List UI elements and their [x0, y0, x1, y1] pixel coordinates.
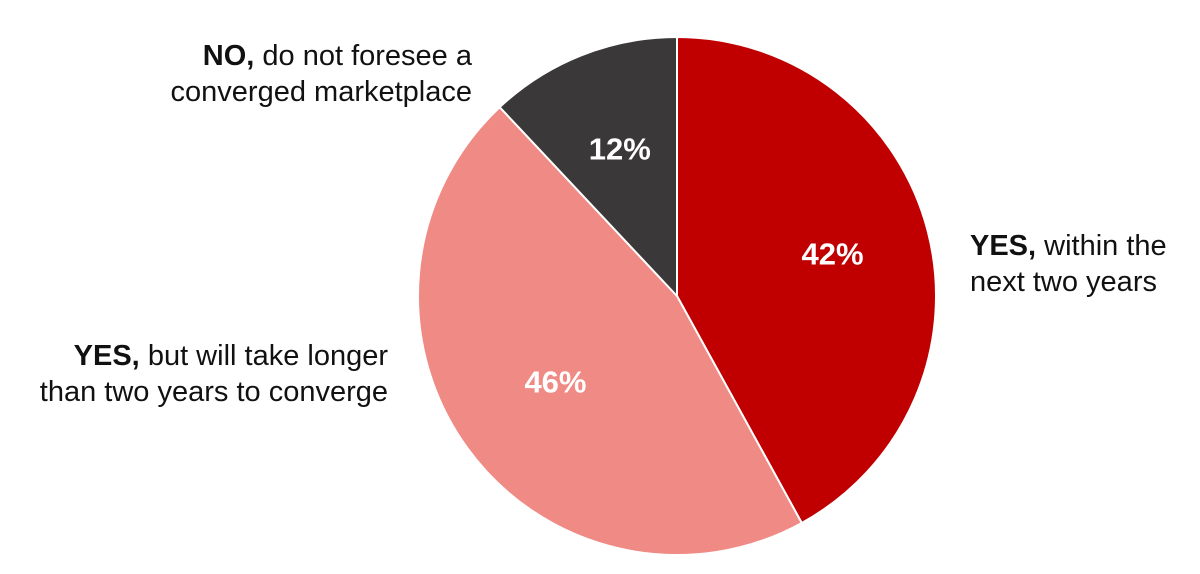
pie-slice-no [498, 35, 678, 299]
slice-label-no-line2: converged marketplace [170, 76, 472, 108]
slice-label-no-bold: NO, [202, 40, 255, 72]
pie-value-labels: 42% 46% 12% [524, 132, 863, 400]
slice-label-yes-longer: YES, but will take longer than two years… [20, 338, 388, 410]
slice-label-yes-long-line2: than two years to converge [39, 376, 388, 408]
pie-value-label-no: 12% [589, 132, 651, 167]
slice-label-yes-long-bold: YES, [73, 340, 140, 372]
pie-value-label-yes-long: 46% [524, 364, 586, 399]
slice-label-no: NO, do not foresee a converged marketpla… [160, 38, 472, 110]
slice-label-yes-long-line1: but will take longer [147, 340, 388, 372]
slice-label-yes-two-line2: next two years [970, 266, 1157, 298]
slice-label-yes-two-line1: within the [1044, 230, 1167, 262]
slice-label-yes-two-years: YES, within the next two years [970, 228, 1167, 300]
slice-label-no-line1: do not foresee a [262, 40, 472, 72]
slice-label-yes-two-bold: YES, [970, 230, 1037, 262]
pie-slice-yes-long [417, 105, 804, 556]
pie-value-label-yes-two: 42% [802, 236, 864, 271]
pie-slices [417, 35, 937, 556]
pie-slice-yes-two [676, 35, 937, 525]
